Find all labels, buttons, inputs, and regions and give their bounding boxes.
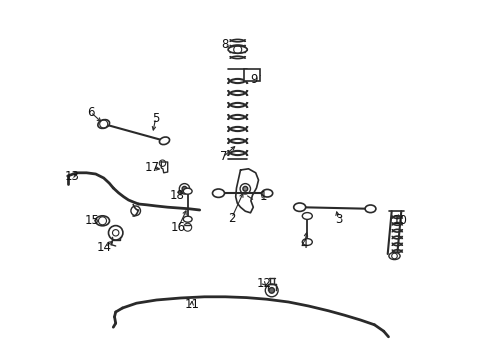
Ellipse shape xyxy=(302,239,312,246)
Text: 9: 9 xyxy=(250,73,258,86)
Ellipse shape xyxy=(183,216,192,222)
Circle shape xyxy=(268,288,274,293)
Ellipse shape xyxy=(388,252,399,260)
Ellipse shape xyxy=(227,46,247,53)
Text: 13: 13 xyxy=(64,170,79,183)
Text: 11: 11 xyxy=(184,298,199,311)
Text: 17: 17 xyxy=(145,162,160,175)
Text: 7: 7 xyxy=(219,150,226,163)
Circle shape xyxy=(243,186,247,191)
Ellipse shape xyxy=(183,188,192,194)
Text: 5: 5 xyxy=(152,112,159,125)
Text: 8: 8 xyxy=(221,38,228,51)
Text: 16: 16 xyxy=(171,221,185,234)
Ellipse shape xyxy=(262,189,272,197)
Text: 12: 12 xyxy=(256,277,271,290)
Ellipse shape xyxy=(95,216,109,226)
Ellipse shape xyxy=(293,203,305,211)
Text: 4: 4 xyxy=(300,238,307,251)
Text: 15: 15 xyxy=(84,213,99,226)
Text: 1: 1 xyxy=(260,190,267,203)
Text: 18: 18 xyxy=(169,189,184,202)
Text: 6: 6 xyxy=(86,105,94,118)
FancyBboxPatch shape xyxy=(243,69,259,81)
Ellipse shape xyxy=(98,120,109,129)
Ellipse shape xyxy=(159,137,169,145)
Text: 2: 2 xyxy=(227,211,235,225)
Text: 14: 14 xyxy=(97,241,112,254)
Ellipse shape xyxy=(212,189,224,197)
Ellipse shape xyxy=(302,213,312,219)
Text: 10: 10 xyxy=(391,213,407,226)
Text: 3: 3 xyxy=(334,213,342,226)
Ellipse shape xyxy=(365,205,375,213)
Circle shape xyxy=(182,186,186,191)
